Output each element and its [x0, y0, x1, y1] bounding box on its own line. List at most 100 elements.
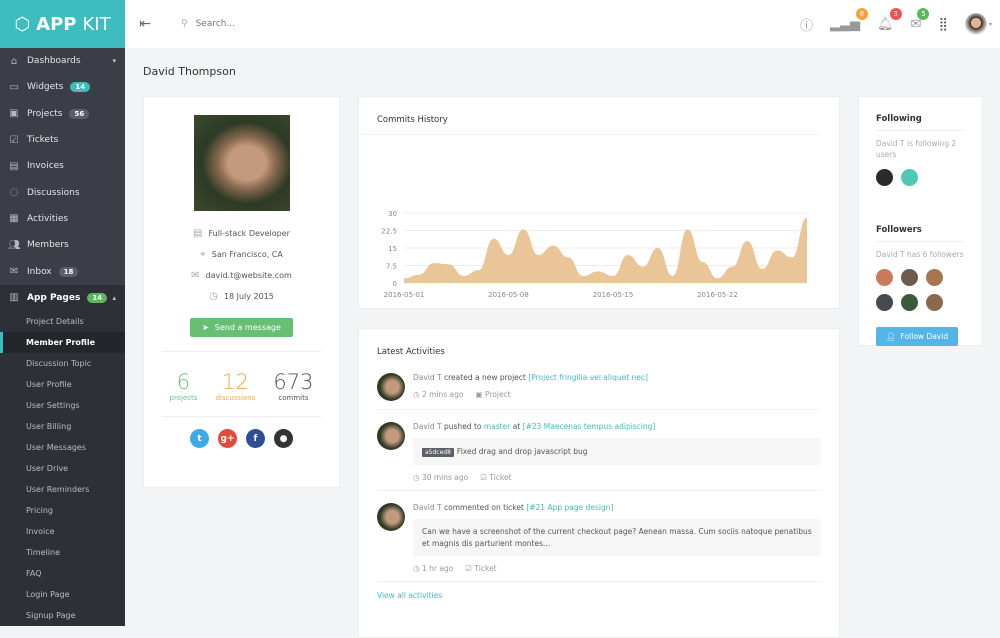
- activities-title: Latest Activities: [377, 347, 445, 357]
- commits-area: [404, 217, 807, 283]
- sidebar-item-widgets[interactable]: ▭ Widgets 14: [0, 74, 125, 100]
- view-all-activities-link[interactable]: View all activities: [377, 590, 443, 600]
- github-icon[interactable]: ●: [274, 429, 293, 448]
- y-tick-label: 7.5: [386, 263, 397, 271]
- following-title: Following: [876, 97, 965, 131]
- caret-up-icon: ▴: [112, 293, 116, 302]
- follower-avatar[interactable]: [876, 268, 893, 286]
- followers-title: Followers: [876, 208, 965, 242]
- x-tick-label: 2016-05-01: [384, 291, 425, 299]
- commit-sha[interactable]: a5dced8: [422, 448, 454, 457]
- send-message-button[interactable]: ➤ Send a message: [190, 318, 293, 337]
- id-card-icon: ▤: [193, 228, 203, 239]
- x-tick-label: 2016-05-08: [488, 291, 529, 299]
- followers-card: Following David T is following 2 users F…: [858, 96, 983, 346]
- sidebar-subitem[interactable]: User Profile: [26, 379, 72, 389]
- presentation-icon: ▦: [9, 213, 19, 225]
- google-plus-icon[interactable]: g+: [218, 429, 237, 448]
- activity-item: David T created a new project [Project f…: [377, 361, 821, 410]
- info-icon[interactable]: ⓘ: [800, 18, 814, 34]
- sidebar-item-inbox[interactable]: ✉ Inbox 18: [0, 258, 125, 284]
- sidebar-subitem[interactable]: Signup Page: [26, 610, 76, 620]
- count-badge: 56: [69, 108, 90, 119]
- y-tick-label: 15: [388, 245, 397, 253]
- sidebar-item-activities[interactable]: ▦ Activities: [9, 213, 69, 225]
- inbox-icon: ▭: [9, 81, 19, 93]
- caret-down-icon: ▾: [112, 57, 116, 66]
- sidebar-subitem[interactable]: User Reminders: [26, 484, 90, 494]
- avatar: [377, 422, 405, 450]
- top-header: ⇤ ⚲ ⓘ ▂▃▅8 🔔︎3 ✉5 ⣿ ▾: [125, 0, 1000, 48]
- briefcase-icon: ▣: [9, 108, 19, 120]
- following-avatar[interactable]: [876, 168, 893, 186]
- envelope-icon: ✉: [191, 270, 200, 281]
- project-icon: ▣: [475, 390, 483, 399]
- stat-projects: 6 projects: [169, 370, 198, 402]
- follow-button[interactable]: 👤︎ Follow David: [876, 326, 959, 346]
- avatar: [377, 373, 405, 401]
- follower-avatar[interactable]: [926, 293, 943, 311]
- stat-commits: 673 commits: [273, 370, 314, 402]
- sidebar-subitem[interactable]: User Messages: [26, 442, 87, 452]
- sidebar-nav: ⌂ Dashboards ▾ ▭ Widgets 14 ▣ Projects 56 ☑ Ticket…: [0, 48, 125, 285]
- y-tick-label: 22.5: [381, 228, 397, 236]
- sidebar-item-members[interactable]: 👥︎ Members: [8, 239, 69, 251]
- follower-avatar[interactable]: [901, 293, 918, 311]
- sidebar-item-app-pages[interactable]: ▥ App Pages 14 ▴: [9, 292, 116, 304]
- clock-icon: ◷: [413, 390, 420, 399]
- profile-card: ▤ Full-stack Developer ⌖ San Francisco, CA…: [143, 96, 340, 488]
- sidebar-subitem[interactable]: User Billing: [26, 421, 72, 431]
- apps-grid-icon[interactable]: ⣿: [938, 16, 948, 32]
- checkbox-icon: ☑: [9, 134, 19, 146]
- clock-icon: ◷: [413, 563, 420, 573]
- sidebar-item-discussions[interactable]: ◌ Discussions: [9, 187, 80, 199]
- following-avatar[interactable]: [901, 168, 918, 186]
- page-title: David Thompson: [143, 65, 236, 78]
- ticket-icon: ☑: [465, 563, 472, 573]
- sidebar-subitem[interactable]: Pricing: [26, 505, 53, 515]
- follower-avatar[interactable]: [876, 293, 893, 311]
- profile-photo: [193, 115, 290, 211]
- y-tick-label: 30: [388, 210, 397, 218]
- search-bar: ⚲: [181, 19, 396, 29]
- avatar: [964, 13, 987, 35]
- menu-toggle-icon[interactable]: ⇤: [139, 16, 151, 32]
- sidebar-subitem[interactable]: Member Profile: [0, 331, 125, 353]
- facebook-icon[interactable]: f: [246, 429, 265, 448]
- sidebar-subitem[interactable]: Discussion Topic: [26, 358, 92, 368]
- count-badge: 14: [70, 82, 91, 93]
- sidebar-subitem[interactable]: Login Page: [26, 589, 70, 599]
- follower-avatar[interactable]: [926, 268, 943, 286]
- chevron-down-icon: ▾: [988, 20, 992, 28]
- sidebar-item-invoices[interactable]: ▤ Invoices: [9, 160, 64, 172]
- sidebar-subitem[interactable]: Project Details: [26, 316, 84, 326]
- user-menu[interactable]: ▾: [964, 13, 992, 35]
- twitter-icon[interactable]: t: [190, 429, 209, 448]
- follower-avatar[interactable]: [901, 268, 918, 286]
- clock-icon: ◷: [413, 473, 420, 483]
- bell-icon[interactable]: 🔔︎ 3: [877, 7, 902, 32]
- location-pin-icon: ⌖: [200, 249, 206, 260]
- home-icon: ⌂: [10, 55, 18, 67]
- envelope-icon[interactable]: ✉ 5: [911, 7, 930, 32]
- app-pages-section: ▥ App Pages 14 ▴ Project Details Member Prof…: [0, 284, 125, 626]
- sidebar-subitem[interactable]: User Drive: [26, 463, 69, 473]
- comment-text: Can we have a screenshot of the current …: [413, 519, 821, 556]
- sidebar-item-tickets[interactable]: ☑ Tickets: [9, 134, 59, 146]
- sidebar-subitem[interactable]: User Settings: [26, 400, 80, 410]
- activity-icon[interactable]: ▂▃▅ 8: [830, 7, 869, 32]
- logo[interactable]: ⬡ APP KIT: [0, 0, 125, 48]
- search-input[interactable]: [195, 19, 396, 29]
- sidebar-subitem[interactable]: Timeline: [26, 547, 61, 557]
- sidebar-item-dashboards[interactable]: ⌂ Dashboards ▾: [0, 48, 125, 74]
- latest-activities-card: Latest Activities David T created a new …: [358, 328, 840, 638]
- sidebar-subitem[interactable]: FAQ: [26, 568, 42, 578]
- stat-discussions: 12 discussions: [215, 370, 256, 402]
- ticket-icon: ☑: [480, 473, 487, 483]
- y-tick-label: 0: [393, 280, 397, 288]
- mail-icon: ✉: [9, 266, 19, 278]
- activity-item: David T pushed to master at [#23 Maecena…: [377, 410, 821, 492]
- x-tick-label: 2016-05-22: [697, 291, 738, 299]
- sidebar-subitem[interactable]: Invoice: [26, 526, 55, 536]
- sidebar-item-projects[interactable]: ▣ Projects 56: [0, 101, 125, 127]
